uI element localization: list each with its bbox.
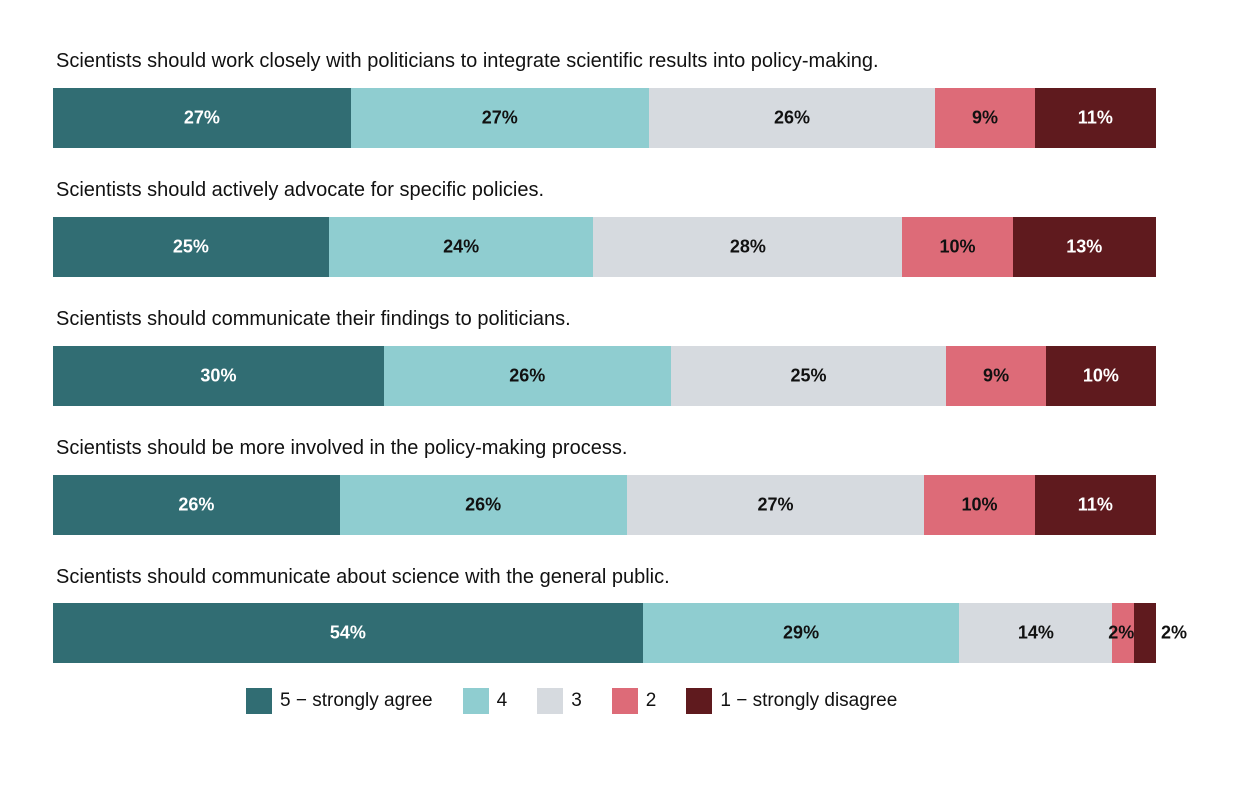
data-label: 25% [172,236,209,257]
stacked-bar: 54% 29% 14% 2% 2% [53,603,1187,663]
data-label: 29% [783,622,820,643]
stacked-bar: 26% 26% 27% 10% 11% [53,475,1156,535]
bar-segment [670,346,947,406]
bar-segment [648,88,936,148]
legend-swatch [246,688,272,714]
legend-label: 4 [496,690,508,711]
data-label: 30% [200,365,237,386]
data-label: 9% [983,365,1010,386]
legend-swatch [462,688,489,714]
legend-item: 3 [537,688,582,714]
bar-segment [902,217,1013,277]
bar-segment [593,217,903,277]
data-label: 11% [1077,107,1113,128]
bar-segment [53,475,340,535]
row-title: Scientists should communicate about scie… [56,566,670,588]
stacked-bar: 30% 26% 25% 9% 10% [53,346,1156,406]
data-label: 11% [1077,494,1113,515]
row-title: Scientists should work closely with poli… [56,50,879,72]
bar-segment [53,88,351,148]
bar-segment [328,217,594,277]
data-label: 26% [178,494,215,515]
data-label: 26% [773,107,811,128]
bar-segment [642,603,960,663]
bar-segment [1034,475,1156,535]
legend: 5 − strongly agree 4 3 2 1 − strongly disagr… [246,688,927,714]
bar-segment [339,475,627,535]
row-title: Scientists should be more involved in th… [56,437,628,459]
legend-swatch [537,688,564,714]
legend-label: 3 [571,690,582,711]
data-label: 26% [465,494,502,515]
bar-segment [626,475,925,535]
data-label: 14% [1017,622,1054,643]
legend-item: 1 − strongly disagree [686,688,897,714]
data-label: 24% [443,236,480,257]
stacked-bar: 25% 24% 28% 10% 13% [53,217,1156,277]
bar-segment [53,217,329,277]
data-label: 10% [1082,365,1119,386]
legend-item: 2 [611,688,657,714]
legend-label: 5 − strongly agree [280,690,433,711]
stacked-bar: 27% 27% 26% 9% 11% [53,88,1156,148]
data-label: 10% [961,494,998,515]
bar-segment [1112,603,1135,663]
bar-segment [53,603,643,663]
data-label: 9% [972,107,999,128]
legend-label: 2 [645,690,657,711]
bar-segment [1045,346,1156,406]
bar-segment [383,346,671,406]
data-label: 10% [939,236,976,257]
data-label: 27% [757,494,794,515]
bar-segment [959,603,1113,663]
legend-item: 4 [462,688,508,714]
bar-segment [935,88,1035,148]
data-label: 54% [329,622,366,643]
data-label: 26% [509,365,546,386]
bar-segment [924,475,1035,535]
bar-segment [946,346,1046,406]
row-title: Scientists should communicate their find… [56,308,571,330]
bar-segment [1134,603,1156,663]
legend-label: 1 − strongly disagree [720,690,898,711]
data-label: 27% [481,107,518,128]
bar-segment [350,88,649,148]
bar-segment [1012,217,1156,277]
data-label: 13% [1066,236,1103,257]
legend-swatch [686,688,713,714]
data-label: 25% [790,365,827,386]
data-label: 28% [729,236,766,257]
data-label: 2% [1108,622,1135,643]
legend-swatch [611,688,638,714]
data-label: 27% [183,107,220,128]
legend-item: 5 − strongly agree [246,688,433,714]
bar-segment [53,346,384,406]
data-label: 2% [1160,622,1188,643]
row-title: Scientists should actively advocate for … [56,179,545,201]
bar-segment [1034,88,1156,148]
